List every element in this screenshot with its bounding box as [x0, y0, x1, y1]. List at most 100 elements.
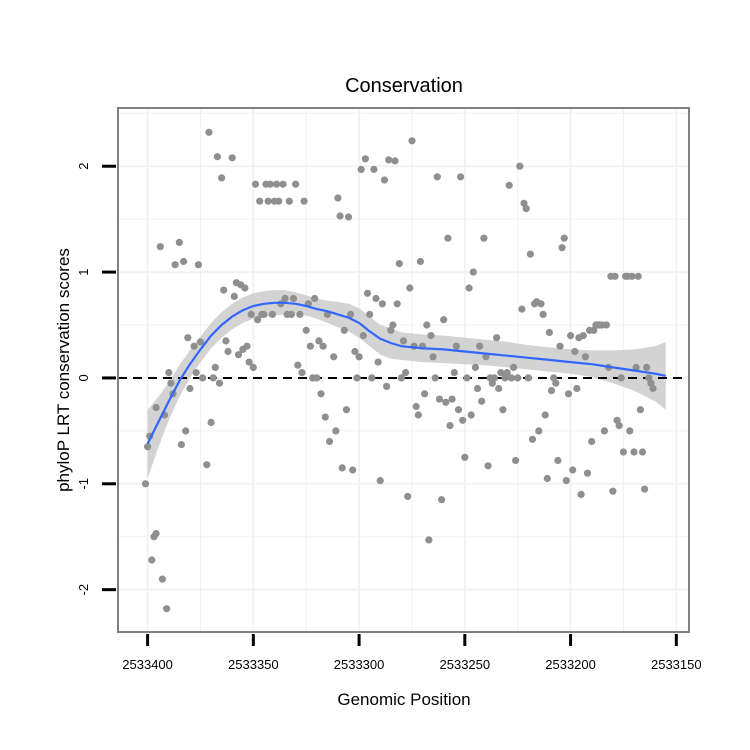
data-point	[228, 154, 236, 162]
confidence-band-area	[147, 290, 666, 479]
data-point	[353, 374, 361, 382]
data-point	[393, 300, 401, 308]
data-point	[562, 477, 570, 485]
data-point	[503, 369, 511, 377]
plot-panel-border	[117, 107, 690, 633]
data-point	[234, 351, 243, 359]
data-point	[484, 462, 492, 470]
data-point	[363, 289, 372, 297]
data-point	[397, 374, 405, 382]
data-point	[493, 334, 501, 342]
data-point	[370, 165, 378, 173]
data-point	[495, 384, 503, 393]
data-point	[385, 156, 393, 164]
data-point	[152, 404, 160, 412]
data-point	[321, 413, 329, 421]
data-point	[463, 374, 471, 382]
data-point	[207, 418, 215, 426]
data-point	[571, 347, 579, 356]
y-tick-label: -1	[76, 478, 91, 490]
x-axis: 2533400 2533350 2533300 2533250 2533200 25331…	[122, 634, 702, 672]
data-point	[194, 261, 202, 269]
data-point	[461, 453, 469, 461]
data-point	[359, 332, 367, 340]
data-point	[300, 197, 308, 205]
data-point	[298, 369, 306, 377]
data-point	[518, 305, 526, 313]
data-point	[600, 427, 609, 435]
data-point	[433, 173, 441, 181]
data-point	[203, 461, 211, 469]
data-point	[454, 406, 463, 414]
data-point	[186, 384, 194, 393]
data-points	[141, 128, 657, 613]
data-point	[431, 374, 439, 382]
data-point	[190, 342, 198, 350]
data-point	[569, 466, 577, 474]
y-tick-label: 0	[76, 374, 91, 381]
data-point	[609, 487, 617, 495]
data-point	[505, 181, 513, 189]
data-point	[374, 358, 382, 366]
x-axis-label: Genomic Position	[337, 690, 470, 709]
data-point	[473, 384, 482, 393]
data-point	[215, 379, 224, 387]
data-point	[294, 361, 302, 369]
data-point	[355, 353, 363, 361]
data-point	[577, 490, 585, 498]
data-point	[641, 485, 649, 493]
data-point	[279, 180, 287, 188]
data-point	[319, 342, 327, 350]
y-tick-label: 2	[76, 163, 91, 170]
data-point	[480, 234, 488, 242]
data-point	[564, 390, 573, 398]
data-point	[452, 342, 460, 350]
data-point	[163, 605, 171, 613]
data-point	[368, 374, 376, 382]
data-point	[317, 390, 325, 398]
data-point	[450, 369, 458, 377]
data-point	[334, 194, 342, 202]
data-point	[205, 128, 213, 136]
data-point	[626, 427, 634, 435]
data-point	[399, 337, 408, 345]
y-axis-label: phyloP LRT conservation scores	[54, 248, 73, 492]
data-point	[507, 374, 515, 382]
data-point	[372, 294, 380, 303]
data-point	[560, 234, 568, 242]
data-point	[196, 338, 205, 346]
x-tick-label: 2533150	[651, 657, 702, 672]
data-point	[180, 257, 188, 266]
data-point	[632, 363, 640, 371]
data-point	[332, 427, 340, 435]
data-point	[177, 441, 185, 449]
data-point	[611, 272, 619, 280]
data-point	[543, 474, 551, 483]
data-point	[509, 363, 518, 371]
data-point	[478, 397, 486, 405]
data-point	[220, 286, 228, 294]
data-point	[554, 456, 562, 465]
x-tick-label: 2533350	[228, 657, 279, 672]
data-point	[634, 272, 642, 280]
data-point	[167, 379, 175, 387]
data-point	[211, 363, 219, 371]
data-point	[330, 353, 338, 361]
data-point	[302, 326, 310, 334]
data-point	[545, 328, 554, 336]
x-tick-label: 2533300	[334, 657, 385, 672]
data-point	[152, 530, 160, 538]
data-point	[264, 197, 272, 205]
data-point	[266, 180, 274, 188]
data-point	[643, 363, 651, 371]
data-point	[340, 326, 348, 334]
data-point	[427, 332, 435, 340]
data-point	[425, 536, 433, 544]
data-point	[556, 342, 564, 350]
data-point	[482, 353, 490, 361]
data-point	[579, 332, 587, 340]
data-point	[222, 337, 230, 345]
data-point	[535, 427, 543, 435]
data-point	[144, 443, 152, 451]
data-point	[406, 284, 414, 292]
